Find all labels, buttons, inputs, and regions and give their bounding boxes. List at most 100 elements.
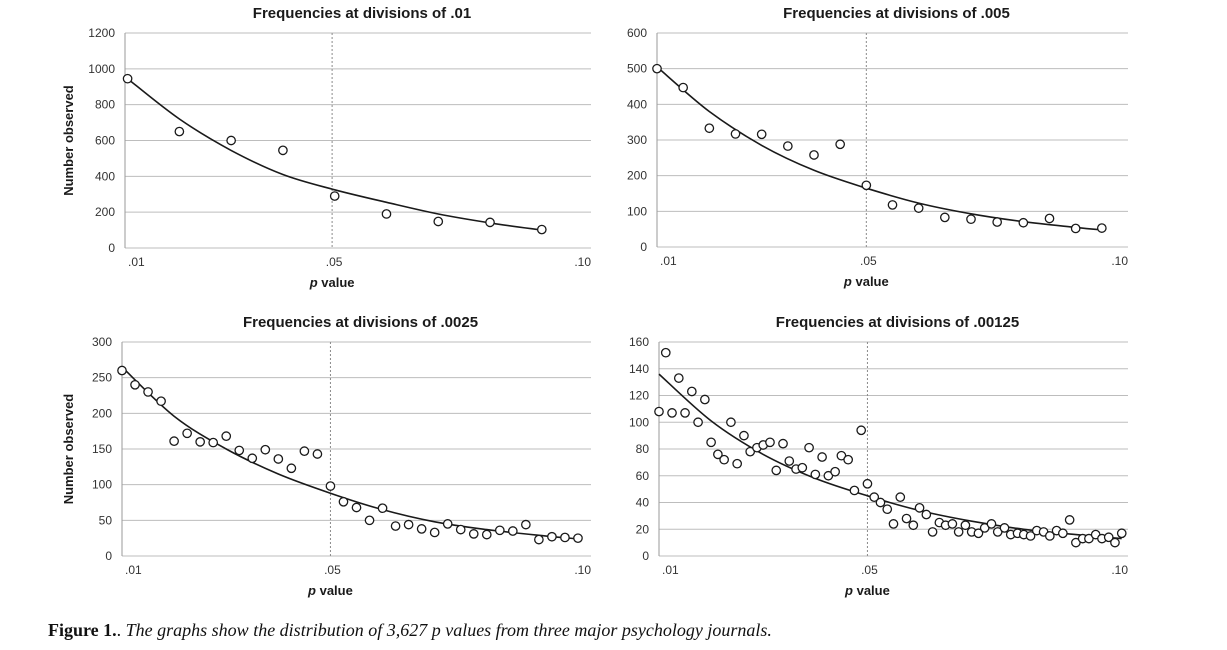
data-point (390, 521, 401, 531)
x-tick-label: .01 (125, 563, 142, 577)
data-point (667, 408, 677, 418)
data-point (169, 436, 179, 447)
data-point (888, 519, 899, 529)
chart-title: Frequencies at divisions of .01 (253, 5, 471, 22)
y-tick-label: 100 (92, 478, 112, 492)
data-point (706, 437, 716, 448)
data-point (830, 466, 840, 477)
data-point (652, 63, 662, 74)
data-point (573, 533, 583, 544)
data-point (403, 519, 414, 530)
data-point (247, 453, 258, 464)
x-axis-label: p value (844, 583, 890, 598)
x-axis-label-rest: value (853, 583, 890, 598)
data-point (1044, 531, 1055, 541)
x-tick-label: .05 (324, 563, 341, 577)
data-point (325, 481, 336, 491)
data-point (547, 531, 557, 542)
data-point (1116, 528, 1127, 539)
data-point (999, 523, 1010, 533)
panel-divisions-005: 0 100 200 300 400 500 600 .01 .05 .10 Frequencies … (627, 5, 1128, 289)
data-point (1044, 213, 1055, 224)
y-tick-label: 100 (627, 204, 647, 218)
data-point (312, 449, 323, 459)
data-point (673, 373, 684, 383)
fit-curve (121, 366, 579, 540)
data-point (797, 462, 808, 473)
data-point (704, 123, 715, 134)
y-tick-label: 100 (629, 415, 649, 429)
data-point (882, 504, 893, 515)
x-axis-label-rest: value (318, 275, 355, 290)
data-point (678, 82, 689, 93)
data-point (849, 485, 860, 496)
data-point (700, 394, 710, 405)
y-tick-label: 20 (636, 522, 650, 536)
data-point (804, 442, 814, 453)
y-tick-label: 80 (636, 442, 650, 456)
data-point (927, 527, 938, 537)
x-axis-label-italic: p (309, 275, 318, 290)
data-point (895, 492, 906, 502)
data-point (817, 452, 827, 462)
y-tick-label: 200 (627, 169, 647, 183)
data-point (778, 438, 788, 449)
x-tick-label: .01 (662, 563, 679, 577)
data-point (182, 428, 192, 439)
data-point (130, 379, 140, 390)
x-tick-label: .05 (860, 254, 877, 268)
data-point (560, 532, 570, 543)
data-point (861, 180, 872, 191)
panel-divisions-0025: 0 50 100 150 200 250 300 .01 .05 .10 Frequencies a… (61, 314, 591, 598)
data-point (485, 217, 495, 228)
y-tick-label: 0 (108, 241, 115, 255)
x-axis-label: p value (843, 274, 889, 289)
x-tick-label: .05 (326, 255, 343, 269)
data-point (913, 203, 924, 213)
data-point (433, 216, 444, 227)
data-point (278, 145, 288, 156)
data-point (973, 528, 984, 539)
data-point (174, 126, 185, 137)
data-point (1025, 531, 1036, 541)
y-tick-label: 500 (627, 62, 647, 76)
data-point (1058, 528, 1068, 539)
y-tick-label: 0 (640, 240, 647, 254)
data-point (986, 519, 997, 529)
data-point (534, 534, 544, 545)
y-tick-label: 150 (92, 442, 112, 456)
data-point (693, 417, 703, 428)
y-tick-label: 0 (105, 549, 112, 563)
data-point (1064, 515, 1075, 525)
y-tick-label: 160 (629, 335, 649, 349)
x-tick-label: .05 (861, 563, 878, 577)
panel-divisions-00125: 0 20 40 60 80 100 120 140 160 .01 .05 .10 Frequencie… (629, 314, 1128, 598)
y-tick-label: 200 (92, 406, 112, 420)
data-point (835, 139, 846, 150)
data-point (739, 430, 749, 441)
data-point (143, 387, 153, 397)
data-point (195, 437, 206, 447)
y-tick-label: 300 (627, 133, 647, 147)
y-axis-label: Number observed (61, 85, 76, 196)
x-tick-label: .01 (660, 254, 677, 268)
data-point (455, 524, 466, 535)
x-axis-label: p value (307, 583, 353, 598)
data-point (221, 431, 232, 442)
data-point (381, 209, 392, 219)
data-point (782, 141, 793, 151)
y-tick-label: 600 (95, 134, 115, 148)
y-tick-label: 0 (642, 549, 649, 563)
data-point (442, 519, 453, 529)
y-tick-label: 200 (95, 205, 115, 219)
data-point (726, 417, 736, 428)
y-tick-label: 400 (95, 169, 115, 183)
data-point (208, 437, 219, 448)
data-point (156, 396, 166, 407)
data-point (992, 217, 1003, 227)
data-point (809, 150, 819, 160)
data-point (810, 469, 821, 480)
data-point (468, 529, 479, 539)
data-point (660, 347, 671, 358)
data-point (654, 406, 664, 417)
